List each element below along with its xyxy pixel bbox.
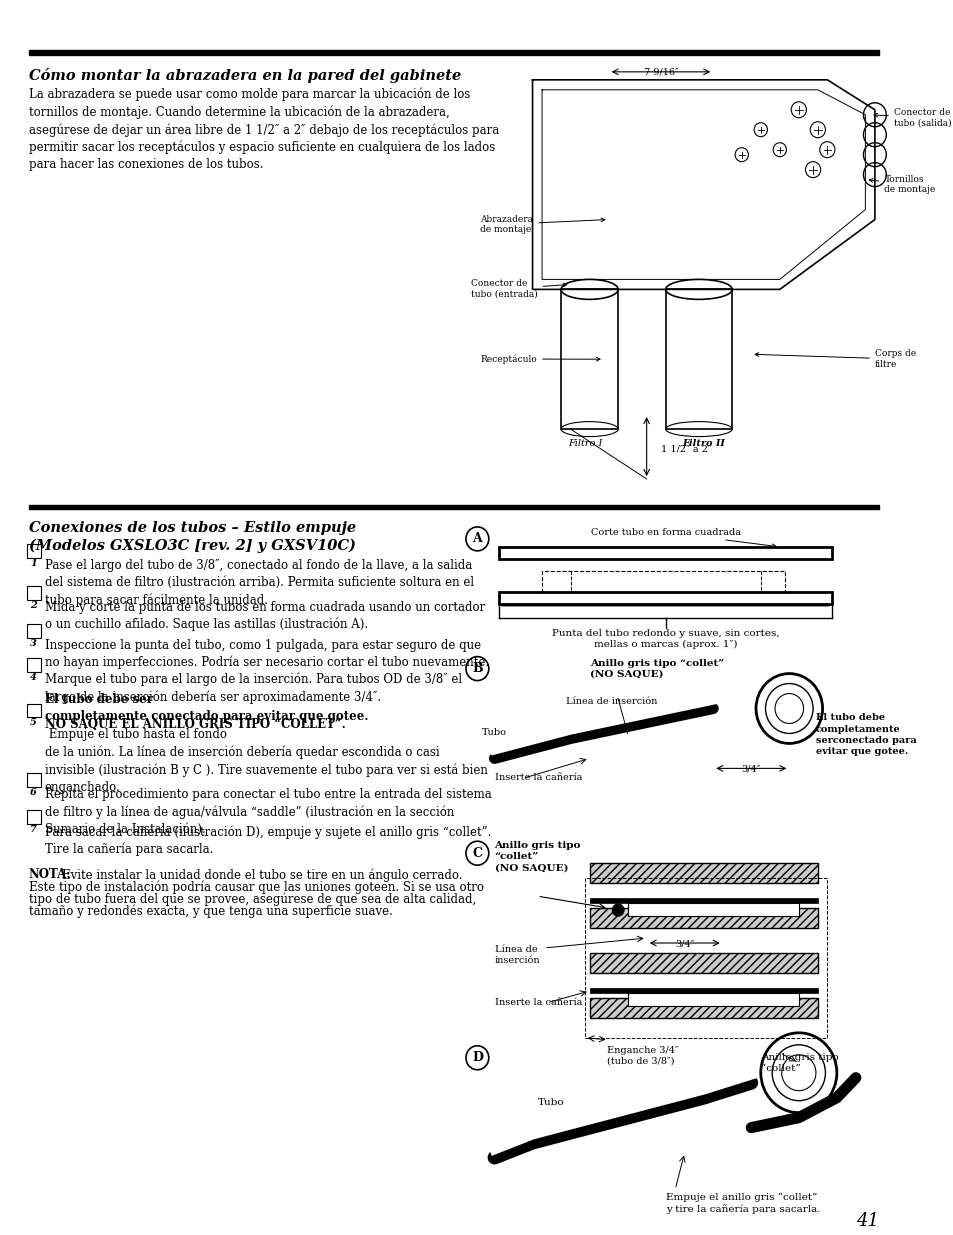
Text: 3/4″: 3/4″ bbox=[675, 939, 694, 948]
Text: 5: 5 bbox=[30, 719, 36, 727]
Bar bbox=[27, 543, 41, 558]
Text: Tubo: Tubo bbox=[537, 1098, 564, 1107]
Bar bbox=[498, 592, 831, 604]
Text: Mida y corte la punta de los tubos en forma cuadrada usando un cortador
o un cuc: Mida y corte la punta de los tubos en fo… bbox=[45, 600, 484, 631]
Text: Inserte la cañería: Inserte la cañería bbox=[494, 773, 581, 782]
Text: Empuje el tubo hasta el fondo
de la unión. La línea de inserción debería quedar : Empuje el tubo hasta el fondo de la unió… bbox=[45, 729, 487, 794]
Text: Empuje el anillo gris “collet”
y tire la cañería para sacarla.: Empuje el anillo gris “collet” y tire la… bbox=[665, 1193, 820, 1214]
Bar bbox=[27, 585, 41, 600]
Bar bbox=[589, 953, 817, 973]
Bar bbox=[29, 49, 878, 54]
Bar bbox=[584, 878, 826, 1037]
Text: NO SAQUE EL ANILLO GRIS TIPO “COLLET”.: NO SAQUE EL ANILLO GRIS TIPO “COLLET”. bbox=[45, 719, 345, 731]
Text: 7: 7 bbox=[30, 825, 36, 835]
Bar bbox=[27, 624, 41, 637]
Bar bbox=[27, 657, 41, 672]
Circle shape bbox=[612, 904, 623, 916]
Text: Anillo gris tipo
“collet”
(NO SAQUE): Anillo gris tipo “collet” (NO SAQUE) bbox=[494, 841, 580, 872]
Text: Para sacar la cañería (ilustración D), empuje y sujete el anillo gris “collet”.
: Para sacar la cañería (ilustración D), e… bbox=[45, 825, 491, 856]
Text: Conector de
tubo (entrada): Conector de tubo (entrada) bbox=[470, 279, 566, 299]
Bar bbox=[589, 988, 817, 993]
Text: Tubo: Tubo bbox=[481, 729, 506, 737]
Bar bbox=[560, 289, 618, 429]
Text: Corte tubo en forma cuadrada: Corte tubo en forma cuadrada bbox=[590, 527, 775, 548]
Text: Conector de
tubo (salida): Conector de tubo (salida) bbox=[873, 107, 950, 127]
Text: El tubo debe ser
completamente conectado para evitar que gotee.: El tubo debe ser completamente conectado… bbox=[45, 693, 368, 722]
Text: Filtro II: Filtro II bbox=[681, 440, 724, 448]
Text: NOTA:: NOTA: bbox=[29, 868, 71, 881]
Bar bbox=[665, 289, 732, 429]
Bar bbox=[589, 998, 817, 1018]
Bar bbox=[589, 898, 817, 903]
Text: Este tipo de instalación podría causar que las uniones goteen. Si se usa otro: Este tipo de instalación podría causar q… bbox=[29, 881, 483, 894]
Text: Filtro I: Filtro I bbox=[567, 440, 601, 448]
Text: Inspeccione la punta del tubo, como 1 pulgada, para estar seguro de que
no hayan: Inspeccione la punta del tubo, como 1 pu… bbox=[45, 638, 488, 669]
Text: Marque el tubo para el largo de la inserción. Para tubos OD de 3/8″ el
largo de : Marque el tubo para el largo de la inser… bbox=[45, 673, 461, 704]
Text: Anillo gris tipo
“collet”: Anillo gris tipo “collet” bbox=[760, 1052, 838, 1073]
Text: 2: 2 bbox=[30, 600, 36, 610]
Text: 4: 4 bbox=[30, 673, 36, 682]
Text: Repita el procedimiento para conectar el tubo entre la entrada del sistema
de fi: Repita el procedimiento para conectar el… bbox=[45, 788, 491, 836]
Text: Corps de
filtre: Corps de filtre bbox=[755, 350, 915, 369]
Text: tipo de tubo fuera del que se provee, asegúrese de que sea de alta calidad,: tipo de tubo fuera del que se provee, as… bbox=[29, 892, 476, 905]
Bar bbox=[541, 571, 783, 592]
Text: tamaño y redondés exacta, y que tenga una superficie suave.: tamaño y redondés exacta, y que tenga un… bbox=[29, 904, 392, 918]
Bar bbox=[27, 704, 41, 718]
Text: 3/4″: 3/4″ bbox=[740, 764, 760, 773]
Text: El tubo debe
completamente
serconectado para
evitar que gotee.: El tubo debe completamente serconectado … bbox=[815, 714, 916, 756]
Text: Inserte la cañería: Inserte la cañería bbox=[494, 998, 581, 1007]
Text: Línea de
inserción: Línea de inserción bbox=[494, 945, 539, 965]
Bar bbox=[27, 810, 41, 824]
Text: Evite instalar la unidad donde el tubo se tire en un ángulo cerrado.: Evite instalar la unidad donde el tubo s… bbox=[62, 868, 462, 882]
Text: C: C bbox=[472, 847, 482, 860]
Text: Tornillos
de montaje: Tornillos de montaje bbox=[868, 174, 935, 194]
Bar bbox=[498, 547, 831, 558]
Text: Línea de inserción: Línea de inserción bbox=[565, 697, 657, 705]
Bar bbox=[27, 773, 41, 788]
Text: 1 1/2″ a 2″: 1 1/2″ a 2″ bbox=[660, 445, 711, 453]
Text: 1: 1 bbox=[30, 558, 36, 568]
Text: 7 9/16″: 7 9/16″ bbox=[643, 68, 678, 77]
Text: Cómo montar la abrazadera en la pared del gabinete: Cómo montar la abrazadera en la pared de… bbox=[29, 68, 460, 83]
Text: 41: 41 bbox=[855, 1213, 878, 1230]
Bar bbox=[627, 903, 798, 916]
Text: Abrazadera
de montaje: Abrazadera de montaje bbox=[479, 215, 604, 233]
Bar bbox=[627, 993, 798, 1005]
Text: B: B bbox=[472, 662, 482, 676]
Bar bbox=[589, 863, 817, 883]
Bar bbox=[589, 908, 817, 927]
Bar bbox=[29, 505, 878, 509]
Text: Punta del tubo redondo y suave, sin cortes,
mellas o marcas (aprox. 1″): Punta del tubo redondo y suave, sin cort… bbox=[551, 629, 779, 648]
Text: A: A bbox=[472, 532, 482, 546]
Text: Enganche 3/4″
(tubo de 3/8″): Enganche 3/4″ (tubo de 3/8″) bbox=[606, 1046, 678, 1066]
Text: Anillo gris tipo “collet”
(NO SAQUE): Anillo gris tipo “collet” (NO SAQUE) bbox=[589, 658, 723, 679]
Text: 6: 6 bbox=[30, 788, 36, 798]
Text: La abrazadera se puede usar como molde para marcar la ubicación de los
tornillos: La abrazadera se puede usar como molde p… bbox=[29, 88, 498, 172]
Text: Conexiones de los tubos – Estilo empuje
(Modelos GXSLO3C [rev. 2] y GXSV10C): Conexiones de los tubos – Estilo empuje … bbox=[29, 521, 355, 553]
Text: Pase el largo del tubo de 3/8″, conectado al fondo de la llave, a la salida
del : Pase el largo del tubo de 3/8″, conectad… bbox=[45, 558, 474, 606]
Text: D: D bbox=[472, 1051, 482, 1065]
Text: Receptáculo: Receptáculo bbox=[479, 354, 599, 364]
Text: 3: 3 bbox=[30, 638, 36, 647]
